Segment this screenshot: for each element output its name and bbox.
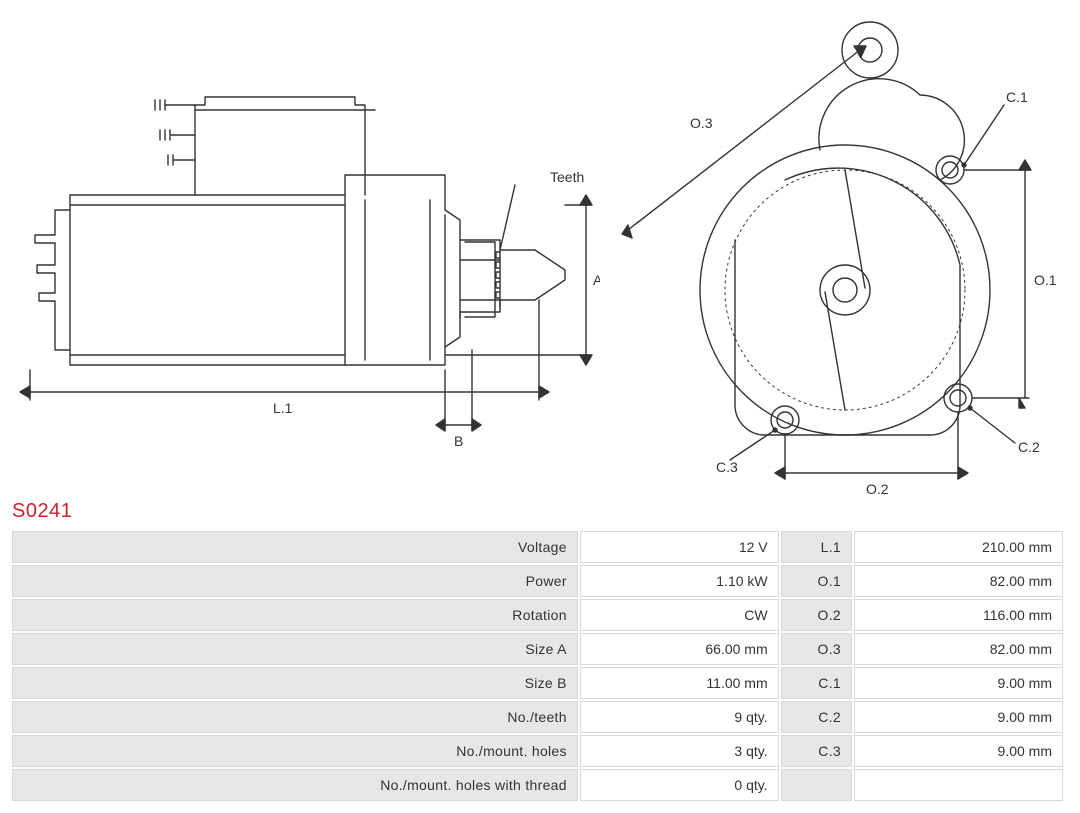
spec-value: 9.00 mm bbox=[854, 735, 1063, 767]
table-row: No./mount. holes3 qty.C.39.00 mm bbox=[12, 735, 1063, 767]
spec-value: 210.00 mm bbox=[854, 531, 1063, 563]
label-B: B bbox=[454, 433, 463, 449]
label-C2: C.2 bbox=[1018, 439, 1040, 455]
table-row: No./teeth9 qty.C.29.00 mm bbox=[12, 701, 1063, 733]
spec-label: Voltage bbox=[12, 531, 578, 563]
spec-value: 66.00 mm bbox=[580, 633, 779, 665]
spec-label: C.3 bbox=[781, 735, 852, 767]
spec-value: 11.00 mm bbox=[580, 667, 779, 699]
spec-value: 12 V bbox=[580, 531, 779, 563]
label-O3: O.3 bbox=[690, 115, 713, 131]
spec-label bbox=[781, 769, 852, 801]
diagram-side-view: Teeth A L.1 B bbox=[10, 10, 600, 470]
spec-label: No./mount. holes with thread bbox=[12, 769, 578, 801]
part-number-title: S0241 bbox=[12, 500, 1070, 523]
table-row: Voltage12 VL.1210.00 mm bbox=[12, 531, 1063, 563]
spec-label: L.1 bbox=[781, 531, 852, 563]
spec-label: Rotation bbox=[12, 599, 578, 631]
spec-value: 9.00 mm bbox=[854, 701, 1063, 733]
diagram-front-view: O.3 O.1 O.2 C.1 C.2 C.3 bbox=[620, 10, 1070, 490]
diagrams-row: Teeth A L.1 B bbox=[10, 10, 1070, 490]
table-row: No./mount. holes with thread0 qty. bbox=[12, 769, 1063, 801]
spec-value: 82.00 mm bbox=[854, 633, 1063, 665]
spec-label: Size A bbox=[12, 633, 578, 665]
table-row: Power1.10 kWO.182.00 mm bbox=[12, 565, 1063, 597]
label-A: A bbox=[593, 272, 600, 288]
spec-value: 3 qty. bbox=[580, 735, 779, 767]
label-C1: C.1 bbox=[1006, 89, 1028, 105]
table-row: RotationCWO.2116.00 mm bbox=[12, 599, 1063, 631]
spec-label: O.1 bbox=[781, 565, 852, 597]
label-C3: C.3 bbox=[716, 459, 738, 475]
spec-label: O.2 bbox=[781, 599, 852, 631]
spec-value: 116.00 mm bbox=[854, 599, 1063, 631]
spec-value bbox=[854, 769, 1063, 801]
label-O1: O.1 bbox=[1034, 272, 1057, 288]
spec-label: C.2 bbox=[781, 701, 852, 733]
spec-label: Size B bbox=[12, 667, 578, 699]
spec-label: O.3 bbox=[781, 633, 852, 665]
label-O2: O.2 bbox=[866, 481, 889, 497]
spec-value: 9 qty. bbox=[580, 701, 779, 733]
spec-value: CW bbox=[580, 599, 779, 631]
label-teeth: Teeth bbox=[550, 169, 584, 185]
spec-label: No./teeth bbox=[12, 701, 578, 733]
spec-value: 9.00 mm bbox=[854, 667, 1063, 699]
spec-value: 1.10 kW bbox=[580, 565, 779, 597]
spec-label: No./mount. holes bbox=[12, 735, 578, 767]
spec-label: C.1 bbox=[781, 667, 852, 699]
spec-value: 0 qty. bbox=[580, 769, 779, 801]
table-row: Size A66.00 mmO.382.00 mm bbox=[12, 633, 1063, 665]
spec-label: Power bbox=[12, 565, 578, 597]
specs-table: Voltage12 VL.1210.00 mmPower1.10 kWO.182… bbox=[10, 529, 1065, 803]
label-L1: L.1 bbox=[273, 400, 293, 416]
table-row: Size B11.00 mmC.19.00 mm bbox=[12, 667, 1063, 699]
spec-value: 82.00 mm bbox=[854, 565, 1063, 597]
